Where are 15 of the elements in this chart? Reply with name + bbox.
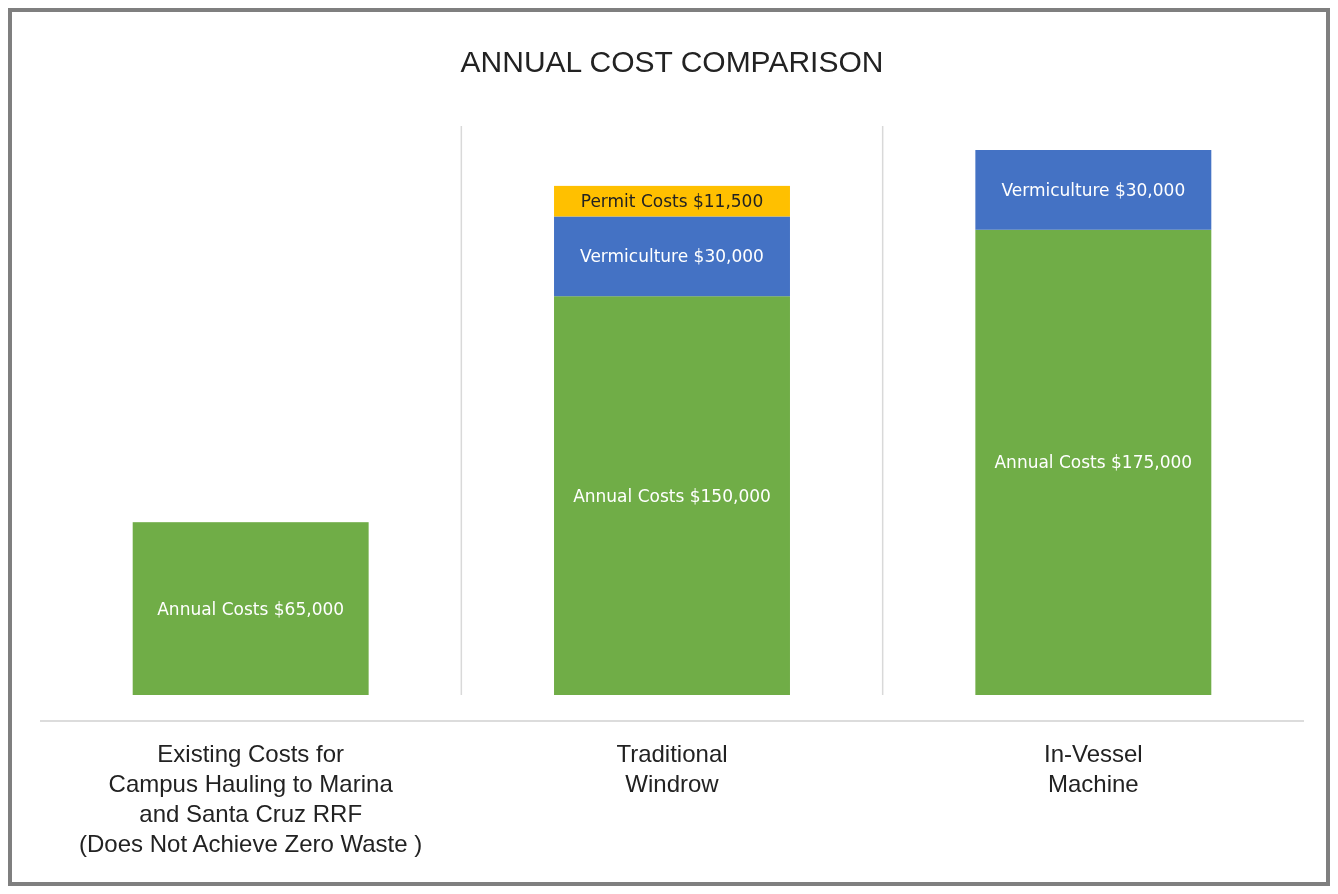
bar <box>975 229 1212 695</box>
bar <box>975 150 1212 230</box>
bar <box>132 522 369 695</box>
data-label: Vermiculture $30,000 <box>1001 179 1186 200</box>
data-label: Annual Costs $150,000 <box>573 485 771 506</box>
data-label: Permit Costs $11,500 <box>580 191 764 212</box>
bar <box>554 216 790 297</box>
data-label: Vermiculture $30,000 <box>580 246 764 267</box>
x-tick-label: In-Vessel Machine <box>1043 740 1143 797</box>
x-tick-label: Traditional Windrow <box>616 740 728 797</box>
x-tick-label: Existing Costs for Campus Hauling to Marina and Santa Cruz RRF (Does Not Achieve Zero Waste ) <box>79 740 423 857</box>
chart-title: ANNUAL COST COMPARISON <box>460 45 884 78</box>
data-label: Annual Costs $65,000 <box>157 598 345 619</box>
data-label: Annual Costs $175,000 <box>994 452 1193 473</box>
bar <box>554 296 790 695</box>
